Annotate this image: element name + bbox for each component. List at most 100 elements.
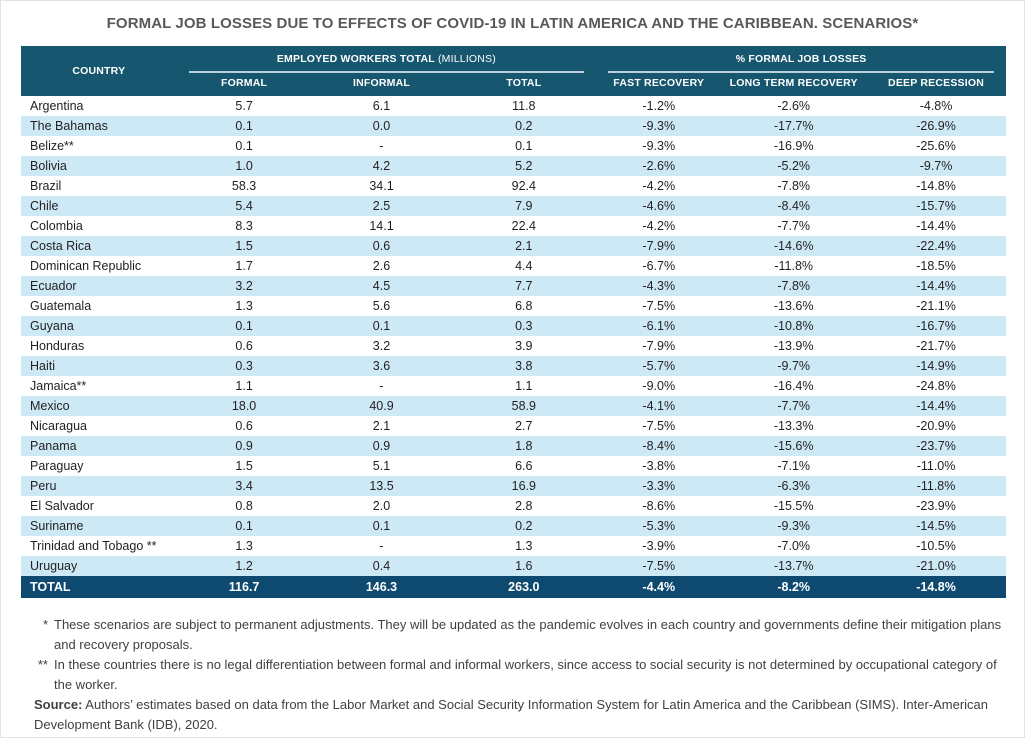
value-cell: 16.9 — [451, 476, 597, 496]
value-cell: -13.6% — [773, 299, 814, 313]
value-cell: 92.4 — [511, 179, 536, 193]
value-cell: 1.7 — [235, 259, 253, 273]
country-cell: Trinidad and Tobago ** — [30, 539, 157, 553]
value-cell: -15.6% — [721, 436, 867, 456]
table-row: Nicaragua 0.6 2.1 2.7 -7.5% -13.3% -20.9% — [21, 416, 1006, 436]
value-cell: -13.9% — [773, 339, 814, 353]
value-cell: 58.3 — [231, 179, 257, 193]
value-cell: 5.2 — [451, 156, 597, 176]
value-cell: -4.6% — [596, 196, 722, 216]
value-cell: 0.6 — [235, 419, 253, 433]
source-text: Authors’ estimates based on data from th… — [34, 697, 989, 732]
value-cell: -24.8% — [916, 379, 956, 393]
country-cell: Paraguay — [30, 459, 84, 473]
table-row: Paraguay 1.5 5.1 6.6 -3.8% -7.1% -11.0% — [21, 456, 1006, 476]
country-cell: Suriname — [21, 516, 177, 536]
country-cell: Nicaragua — [30, 419, 87, 433]
value-cell: -8.4% — [596, 436, 722, 456]
value-cell: -7.1% — [777, 459, 811, 473]
value-cell: -11.0% — [916, 459, 956, 473]
table-row: Jamaica** 1.1 - 1.1 -9.0% -16.4% -24.8% — [21, 376, 1006, 396]
value-cell: -16.7% — [866, 316, 1006, 336]
value-cell: 1.1 — [515, 379, 533, 393]
value-cell: -26.9% — [866, 116, 1006, 136]
value-cell: -4.2% — [642, 219, 676, 233]
value-cell: 0.1 — [176, 316, 312, 336]
column-header-deep-recession: DEEP RECESSION — [866, 73, 1006, 96]
value-cell: 3.2 — [176, 276, 312, 296]
value-cell: 0.4 — [311, 556, 452, 576]
value-cell: 6.6 — [515, 459, 533, 473]
country-cell: Dominican Republic — [30, 259, 142, 273]
source-line: Source: Authors’ estimates based on data… — [21, 695, 1006, 735]
table-row: The Bahamas 0.1 0.0 0.2 -9.3% -17.7% -26.9% — [21, 116, 1006, 136]
value-cell: -6.1% — [596, 316, 722, 336]
table-body: Argentina 5.7 6.1 11.8 -1.2% -2.6% -4.8% The Ba… — [21, 96, 1006, 576]
column-header-country: COUNTRY — [21, 46, 177, 96]
total-deep-recession: -14.8% — [866, 576, 1006, 598]
value-cell: -4.2% — [642, 179, 676, 193]
value-cell: -17.7% — [721, 116, 867, 136]
group-header-millions-label: (MILLIONS) — [434, 53, 496, 65]
value-cell: -14.4% — [916, 219, 956, 233]
country-cell: El Salvador — [30, 499, 94, 513]
value-cell: 0.8 — [235, 499, 253, 513]
job-losses-table: COUNTRY EMPLOYED WORKERS TOTAL (MILLIONS… — [21, 46, 1006, 598]
value-cell: -14.9% — [866, 356, 1006, 376]
value-cell: 8.3 — [235, 219, 253, 233]
footnote-marker-double-asterisk: ** — [37, 657, 48, 672]
country-cell: Ecuador — [21, 276, 177, 296]
value-cell: 3.4 — [176, 476, 312, 496]
country-cell: Costa Rica — [21, 236, 177, 256]
value-cell: -7.8% — [721, 276, 867, 296]
table-row: Chile 5.4 2.5 7.9 -4.6% -8.4% -15.7% — [21, 196, 1006, 216]
value-cell: 2.5 — [311, 196, 452, 216]
total-row: TOTAL 116.7 146.3 263.0 -4.4% -8.2% -14.… — [21, 576, 1006, 598]
table-row: Trinidad and Tobago ** 1.3 - 1.3 -3.9% -7.0% -… — [21, 536, 1006, 556]
value-cell: -15.5% — [773, 499, 814, 513]
value-cell: 1.3 — [515, 539, 533, 553]
table-row: Belize** 0.1 - 0.1 -9.3% -16.9% -25.6% — [21, 136, 1006, 156]
table-row: Argentina 5.7 6.1 11.8 -1.2% -2.6% -4.8% — [21, 96, 1006, 116]
value-cell: 0.3 — [451, 316, 597, 336]
value-cell: 0.0 — [311, 116, 452, 136]
country-cell: Colombia — [30, 219, 83, 233]
value-cell: 1.3 — [235, 539, 253, 553]
value-cell: 0.1 — [235, 139, 253, 153]
country-cell: Guyana — [21, 316, 177, 336]
value-cell: -7.8% — [777, 179, 811, 193]
table-row: Guyana 0.1 0.1 0.3 -6.1% -10.8% -16.7% — [21, 316, 1006, 336]
value-cell: -23.9% — [916, 499, 956, 513]
value-cell: 1.2 — [176, 556, 312, 576]
value-cell: 5.4 — [176, 196, 312, 216]
footnotes: * These scenarios are subject to permane… — [21, 615, 1006, 735]
total-formal: 116.7 — [176, 576, 312, 598]
country-cell: The Bahamas — [21, 116, 177, 136]
value-cell: -15.7% — [866, 196, 1006, 216]
value-cell: 1.3 — [235, 299, 253, 313]
value-cell: 1.8 — [451, 436, 597, 456]
table-row: Haiti 0.3 3.6 3.8 -5.7% -9.7% -14.9% — [21, 356, 1006, 376]
value-cell: 0.9 — [311, 436, 452, 456]
table-row: Guatemala 1.3 5.6 6.8 -7.5% -13.6% -21.1% — [21, 296, 1006, 316]
value-cell: -11.8% — [866, 476, 1006, 496]
value-cell: -7.7% — [721, 396, 867, 416]
value-cell: 0.3 — [176, 356, 312, 376]
value-cell: -16.9% — [773, 139, 814, 153]
value-cell: -21.7% — [916, 339, 956, 353]
value-cell: 7.9 — [451, 196, 597, 216]
value-cell: 2.1 — [372, 419, 391, 433]
page-title: FORMAL JOB LOSSES DUE TO EFFECTS OF COVI… — [106, 15, 919, 32]
value-cell: -7.9% — [596, 236, 722, 256]
country-cell: Panama — [21, 436, 177, 456]
value-cell: 3.8 — [451, 356, 597, 376]
value-cell: 1.0 — [176, 156, 312, 176]
table-row: Suriname 0.1 0.1 0.2 -5.3% -9.3% -14.5% — [21, 516, 1006, 536]
column-header-long-term-recovery: LONG TERM RECOVERY — [721, 73, 867, 96]
value-cell: -14.6% — [721, 236, 867, 256]
value-cell: 2.8 — [515, 499, 533, 513]
value-cell: 2.6 — [372, 259, 391, 273]
value-cell: 4.5 — [311, 276, 452, 296]
value-cell: 5.7 — [235, 99, 253, 113]
